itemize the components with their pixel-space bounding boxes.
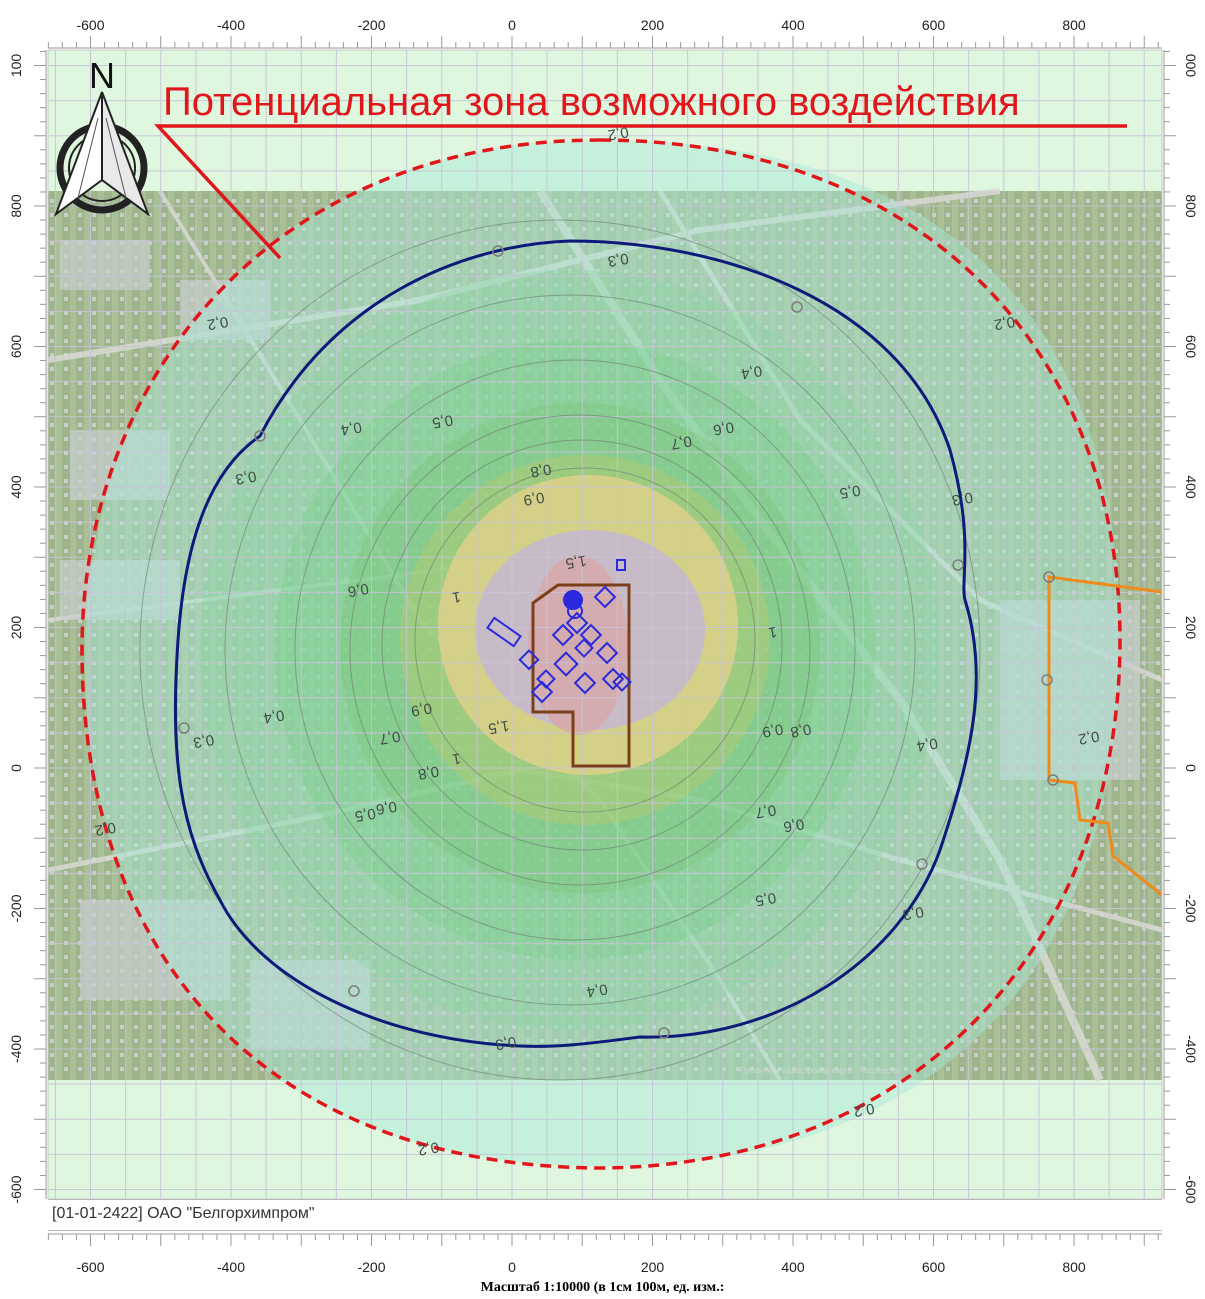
contour-value-label: 0,4	[585, 980, 608, 1000]
y-tick-label-right: 200	[1183, 616, 1199, 640]
contour-value-label: 0,9	[410, 699, 433, 719]
x-tick-label-top: 400	[781, 17, 805, 33]
contour-value-label: 1	[451, 749, 462, 767]
contour-value-label: 0,2	[606, 123, 629, 143]
y-tick-label-left: 600	[8, 335, 24, 359]
industrial-site-boundary	[531, 583, 631, 768]
contour-value-label: 0,7	[754, 801, 777, 821]
settlement-blocks	[60, 240, 1140, 1050]
x-tick-label-bottom: 0	[508, 1259, 516, 1275]
contour-value-label: 1	[767, 623, 778, 641]
y-tick-label-left: -600	[8, 1175, 24, 1203]
contour-value-label: 0,4	[339, 418, 362, 438]
contour-value-label: 0,5	[754, 889, 777, 909]
x-tick-label-bottom: -400	[217, 1259, 245, 1275]
y-tick-label-left: 400	[8, 475, 24, 499]
contour-value-label: 0,5	[354, 804, 377, 824]
x-tick-label-bottom: 600	[922, 1259, 946, 1275]
x-tick-label-bottom: 800	[1062, 1259, 1086, 1275]
x-tick-label-top: 0	[508, 17, 516, 33]
contour-value-label: 0,4	[262, 706, 285, 726]
x-tick-label-top: 600	[922, 17, 946, 33]
zone-label-leader	[153, 124, 1127, 260]
top-ruler: -600 -400 -200 0 200 400 600 800	[47, 17, 1162, 49]
contour-value-label: 0,3	[494, 1033, 517, 1053]
x-tick-label-top: 800	[1062, 17, 1086, 33]
sanitary-zone-markers	[178, 245, 964, 1039]
x-tick-label-bottom: 400	[781, 1259, 805, 1275]
contour-value-label: 0,2	[417, 1138, 440, 1158]
y-tick-label-right: 800	[1183, 194, 1199, 218]
contour-value-label: 0,3	[951, 488, 974, 508]
contour-labels: 0,2 0,2 0,2 0,2 0,2 0,2 0,2 0,3 0,3 0,3 0,3 0,3 0,3 0…	[94, 123, 1101, 1158]
map-grid	[48, 50, 1162, 1199]
y-tick-label-right: 000	[1183, 54, 1199, 78]
emission-sources	[486, 559, 632, 704]
attribution-text: Публичная кадастровая карта · Росреестр	[740, 1066, 899, 1075]
contour-value-label: 0,3	[606, 249, 629, 269]
contour-value-label: 0,6	[346, 580, 369, 600]
contour-value-label: 1,5	[564, 551, 587, 571]
y-tick-label-left: 100	[8, 54, 24, 78]
contour-value-label: 0,6	[712, 418, 735, 438]
y-tick-label-right: 400	[1183, 475, 1199, 499]
x-tick-label-top: -200	[357, 17, 385, 33]
y-tick-label-left: -400	[8, 1035, 24, 1063]
x-tick-label-top: -400	[217, 17, 245, 33]
contour-value-label: 0,5	[431, 411, 454, 431]
bottom-ruler: -600 -400 -200 0 200 400 600 800	[47, 1233, 1162, 1275]
concentration-fills	[85, 140, 1120, 1166]
contour-value-label: 0,8	[529, 460, 552, 480]
contour-value-label: 0,5	[838, 481, 861, 501]
contour-value-label: 0,2	[94, 818, 117, 838]
y-tick-label-left: 800	[8, 194, 24, 218]
contour-value-label: 0,2	[1077, 727, 1100, 747]
potential-impact-zone	[80, 138, 1122, 1170]
contour-value-label: 0,6	[782, 815, 805, 835]
right-ruler: 000 800 600 400 200 0 -200 -400 -600	[1163, 50, 1199, 1204]
title-bar: [01-01-2422] ОАО "Белгорхимпром"	[48, 1199, 1162, 1231]
contour-value-label: 0,7	[670, 432, 693, 452]
sanitary-protection-zone	[173, 239, 978, 1048]
y-tick-label-right: -400	[1183, 1035, 1199, 1063]
isolines	[139, 219, 981, 1081]
contour-value-label: 0,7	[378, 727, 401, 747]
contour-value-label: 1,5	[487, 717, 510, 737]
x-tick-label-top: 200	[641, 17, 665, 33]
y-tick-label-right: -200	[1183, 894, 1199, 922]
contour-value-label: 0,4	[916, 734, 939, 754]
contour-value-label: 0,8	[417, 762, 440, 782]
y-tick-label-right: -600	[1183, 1175, 1199, 1203]
title-bar-text: [01-01-2422] ОАО "Белгорхимпром"	[52, 1205, 315, 1222]
contour-value-label: 0,9	[522, 488, 545, 508]
contour-value-label: 0,4	[740, 362, 763, 382]
impact-zone-label: Потенциальная зона возможного воздействи…	[163, 80, 1020, 124]
contour-value-label: 0,9	[761, 720, 784, 740]
contour-value-label: 0,8	[789, 720, 812, 740]
contour-value-label: 0,2	[206, 313, 229, 333]
y-tick-label-right: 0	[1183, 764, 1199, 772]
contour-value-label: 0,3	[192, 731, 215, 751]
y-tick-label-left: 0	[8, 764, 24, 772]
residential-zone-boundary	[1047, 575, 1162, 897]
y-tick-label-right: 600	[1183, 335, 1199, 359]
north-arrow-icon: N	[53, 55, 151, 217]
x-tick-label-top: -600	[76, 17, 104, 33]
left-ruler: 100 800 600 400 200 0 -200 -400 -600	[8, 50, 47, 1204]
contour-value-label: 1	[451, 588, 462, 606]
x-tick-label-bottom: 200	[641, 1259, 665, 1275]
y-tick-label-left: -200	[8, 894, 24, 922]
residential-markers	[1041, 571, 1059, 786]
contour-value-label: 0,3	[901, 903, 924, 923]
x-tick-label-bottom: -200	[357, 1259, 385, 1275]
contour-value-label: 0,2	[993, 313, 1016, 333]
scale-caption: Масштаб 1:10000 (в 1см 100м, ед. изм.:	[480, 1280, 725, 1295]
contour-value-label: 0,6	[375, 797, 398, 817]
contour-value-label: 0,3	[234, 467, 257, 487]
y-tick-label-left: 200	[8, 616, 24, 640]
x-tick-label-bottom: -600	[76, 1259, 104, 1275]
north-label: N	[89, 55, 115, 96]
contour-value-label: 0,2	[852, 1099, 875, 1119]
